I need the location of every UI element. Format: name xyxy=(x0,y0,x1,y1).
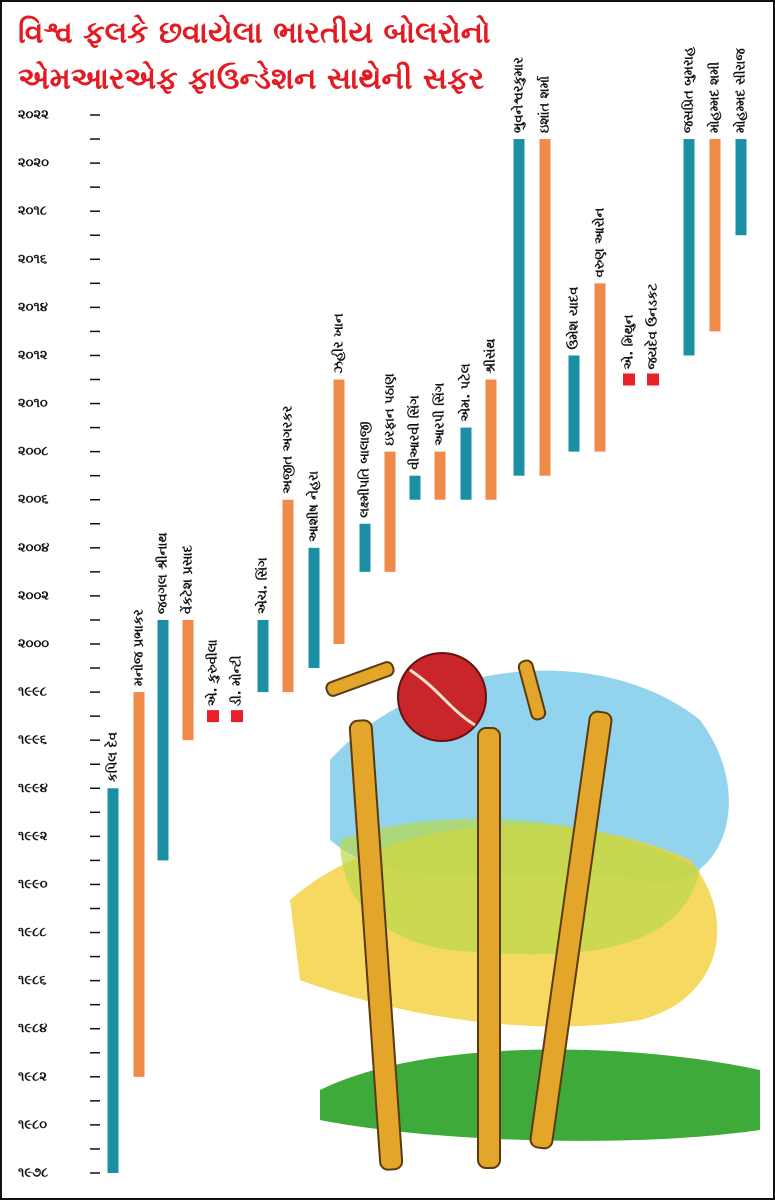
y-tick-label: ૧૯૮૪ xyxy=(18,1021,47,1036)
y-tick-label: ૧૯૭૮ xyxy=(18,1166,48,1181)
bar xyxy=(133,692,145,1077)
bar-label: ઝહીર ખાન xyxy=(330,313,347,373)
bar-label: ડી. મોન્ટી xyxy=(228,655,245,706)
y-tick-label: ૧૯૯૬ xyxy=(18,733,48,748)
bar xyxy=(539,139,551,476)
y-tick-label: ૧૯૮૨ xyxy=(18,1069,47,1084)
y-tick-label: ૧૯૮૦ xyxy=(18,1117,47,1132)
bar-label: અજીત અગરકર xyxy=(281,405,296,493)
bar xyxy=(333,379,345,644)
bar xyxy=(709,139,721,332)
bar xyxy=(683,139,695,356)
bar-label: શ્રીસંથ xyxy=(482,339,499,374)
bar xyxy=(594,283,606,452)
bar-label: એચ. સિંગ xyxy=(254,557,271,614)
marker xyxy=(623,373,635,386)
bar-label: એ. કુરુવીલા xyxy=(204,639,221,706)
bar xyxy=(182,619,194,741)
bar-label: જસપ્રિત બુમરાહ xyxy=(680,46,697,133)
bar xyxy=(157,619,169,861)
y-tick-label: ૨૦૦૪ xyxy=(18,540,49,555)
bar-label: આરપી સિંગ xyxy=(431,382,448,445)
y-tick-label: ૨૦૦૬ xyxy=(18,492,49,507)
bar-label: આશીષ નેહરા xyxy=(304,471,321,542)
bar-label: જયદેવ ઉનડકટ xyxy=(643,283,661,370)
bar xyxy=(308,547,320,669)
chart-subtitle: એમઆરએફ ફાઉન્ડેશન સાથેની સફર xyxy=(18,60,485,96)
bar-label: ઉમેશ યાદવ xyxy=(564,287,581,350)
bar-label: વેંકટેશ પ્રસાદ xyxy=(178,544,195,614)
marker xyxy=(207,710,219,723)
bar-label: મનોજ પ્રભાકર xyxy=(130,609,147,686)
illustration xyxy=(290,652,760,1171)
y-tick-label: ૧૯૮૮ xyxy=(18,925,46,940)
bar-label: એમ. પટેલ xyxy=(456,363,473,421)
bar xyxy=(409,475,421,500)
bar-label: જવગલ શ્રીનાથ xyxy=(154,533,171,614)
bar xyxy=(107,788,119,1173)
y-tick-label: ૨૦૧૮ xyxy=(18,204,47,219)
bar xyxy=(282,499,294,693)
y-tick-label: ૧૯૮૬ xyxy=(18,973,47,988)
y-tick-label: ૨૦૧૬ xyxy=(18,252,48,267)
y-tick-label: ૨૦૦૮ xyxy=(18,444,48,459)
y-tick-label: ૨૦૧૨ xyxy=(18,348,48,363)
bar-label: ભુવનેશ્વરકુમાર xyxy=(509,57,526,133)
y-tick-label: ૨૦૦૨ xyxy=(18,588,49,603)
bar xyxy=(434,451,446,500)
bar-label: વીઆરવી સિંગ xyxy=(406,395,423,470)
y-tick-label: ૧૯૯૦ xyxy=(18,877,48,892)
bar-label: મોહમ્મદ સીરાજ xyxy=(732,48,749,133)
y-tick-label: ૨૦૨૦ xyxy=(18,156,49,171)
bar xyxy=(384,451,396,572)
bar xyxy=(568,355,580,452)
bar-label: એ. મિથુન xyxy=(620,314,637,369)
bar-label: મોહમ્મદ શમી xyxy=(706,62,723,133)
bar xyxy=(513,139,525,476)
marker xyxy=(231,710,243,723)
bar-label: કપિલ દેવ xyxy=(103,732,121,782)
bar-label: ઇરફાન પઠાણ xyxy=(383,373,398,446)
bar xyxy=(257,619,269,693)
bar xyxy=(359,523,371,572)
y-tick-label: ૨૦૧૦ xyxy=(18,396,48,411)
bar xyxy=(735,139,747,236)
marker xyxy=(647,373,659,386)
y-tick-label: ૧૯૯૪ xyxy=(18,781,48,796)
chart-title: વિશ્વ ફલકે છવાયેલા ભારતીય બોલરોનો xyxy=(18,14,491,50)
bar xyxy=(485,379,497,500)
y-tick-label: ૨૦૦૦ xyxy=(18,637,49,652)
bar-label: વરુણ આરોન xyxy=(591,207,608,277)
bar-label: લક્ષ્મીપતિ બાલાજી xyxy=(356,422,373,518)
y-tick-label: ૧૯૯૮ xyxy=(18,685,47,700)
y-tick-label: ૨૦૧૪ xyxy=(18,300,48,315)
bar-label: ઇશાંત શર્મા xyxy=(536,75,553,133)
y-tick-label: ૧૯૯૨ xyxy=(18,829,48,844)
y-tick-label: ૨૦૨૨ xyxy=(18,108,49,123)
bar xyxy=(460,427,472,500)
